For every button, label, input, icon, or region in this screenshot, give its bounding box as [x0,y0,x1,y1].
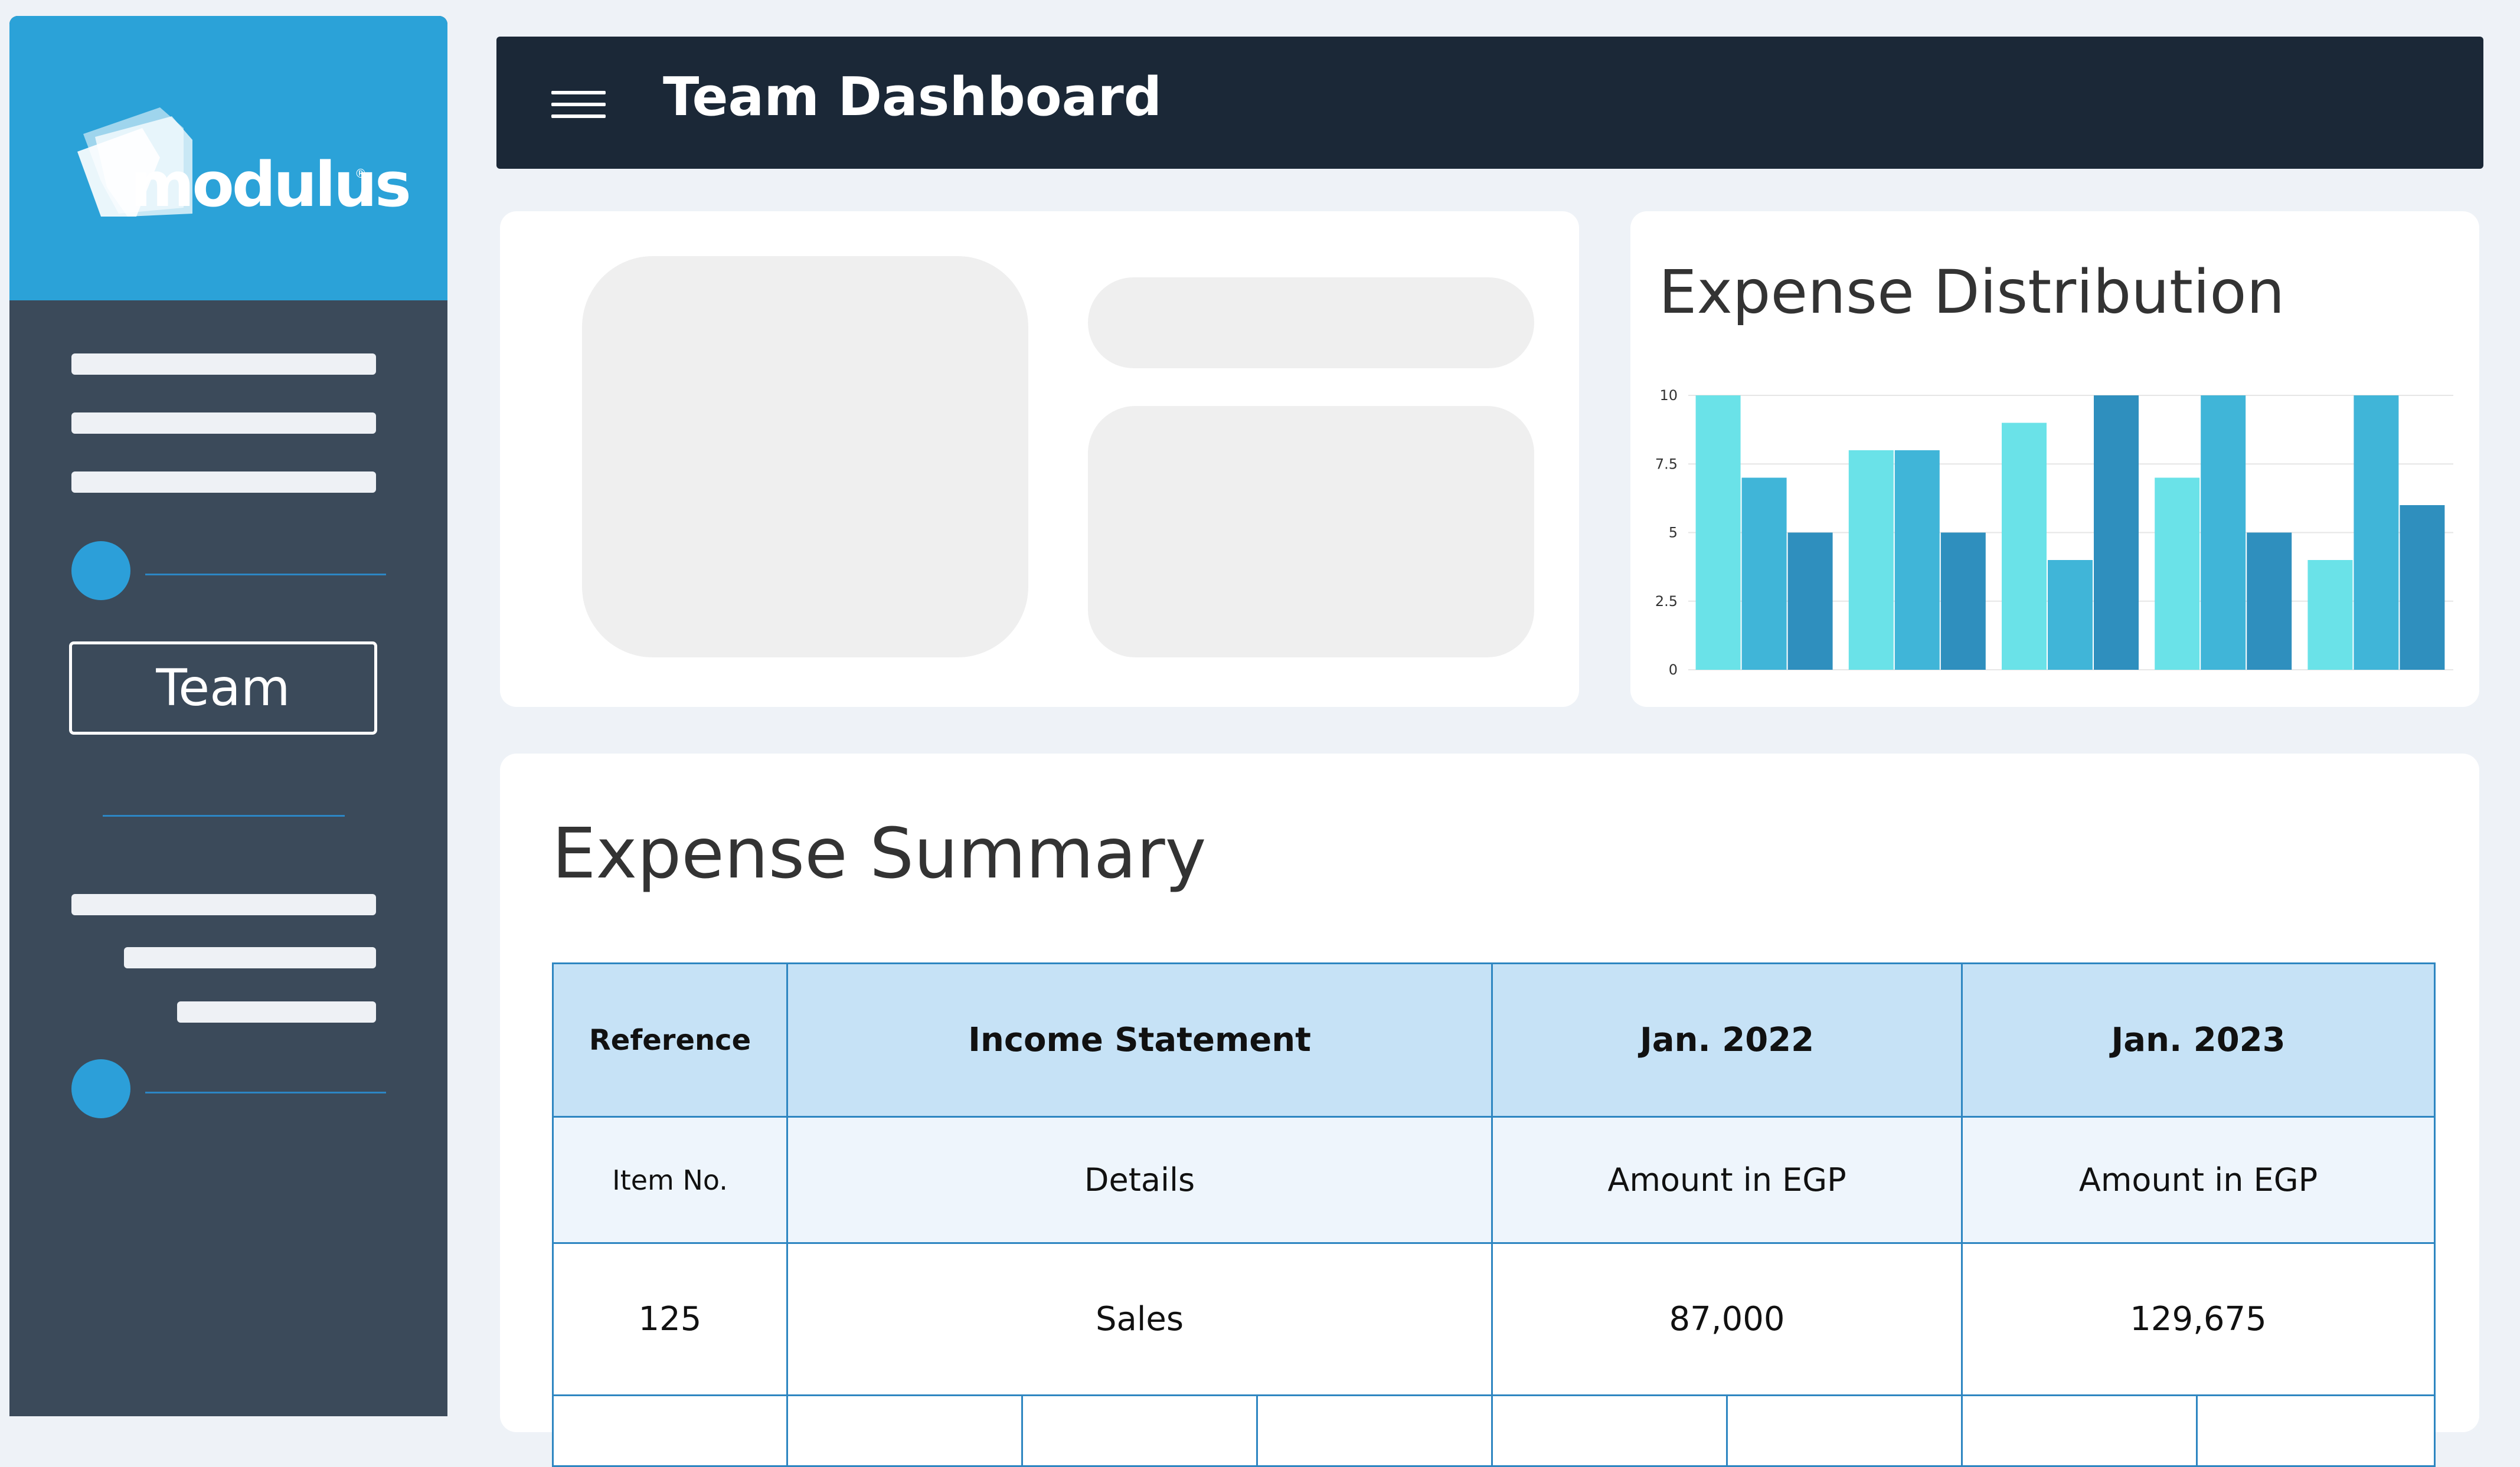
sidebar-divider [145,1092,386,1093]
chart-bar [1894,450,1940,670]
expense-distribution-chart: 0 2.5 5 7.5 10 [1655,387,2453,678]
table-cell [1021,1394,1258,1467]
table-cell [2196,1394,2436,1467]
page-title: Team Dashboard [663,66,1162,128]
table-header-cell: Income Statement [786,962,1493,1118]
sidebar-placeholder-line [71,412,376,434]
content-placeholder [1088,406,1534,657]
hamburger-menu-icon[interactable] [551,91,606,120]
table-subheader-cell: Item No. [552,1116,788,1244]
sidebar-divider [145,574,386,575]
y-tick-label: 2.5 [1655,593,1678,610]
sidebar-dot-icon [71,1059,130,1118]
chart-bar [2354,395,2399,670]
summary-title: Expense Summary [552,813,1207,894]
modulus-logo-icon [77,107,192,217]
table-cell: 125 [552,1242,788,1396]
y-tick-label: 10 [1659,387,1678,404]
table-cell [786,1394,1023,1467]
table-header-cell: Jan. 2023 [1961,962,2436,1118]
sidebar-placeholder-line [177,1001,376,1023]
table-cell: 129,675 [1961,1242,2436,1396]
chart-bar [2155,477,2200,670]
table-cell: Sales [786,1242,1493,1396]
chart-bar [2002,423,2047,670]
logo-band: modulus ® [9,16,447,300]
table-subheader-cell: Amount in EGP [1961,1116,2436,1244]
table-cell [552,1394,788,1467]
expense-summary-table: Reference Income Statement Jan. 2022 Jan… [552,962,2436,1467]
chart-bar [1940,532,1986,670]
chart-bar [2201,395,2246,670]
table-cell [1726,1394,1963,1467]
table-cell [1256,1394,1493,1467]
table-row: 125 Sales 87,000 129,675 [552,1242,2436,1396]
sidebar: modulus ® Team [9,16,447,1416]
chart-bar [2094,395,2139,670]
chart-bar [2048,560,2093,670]
table-subheader-cell: Details [786,1116,1493,1244]
table-cell [1491,1394,1728,1467]
chart-bar [1741,477,1787,670]
expense-distribution-card: Expense Distribution 0 2.5 5 7.5 10 [1630,211,2479,707]
table-row [552,1394,2436,1467]
table-cell [1961,1394,2198,1467]
chart-bar [1787,532,1833,670]
sidebar-divider [103,815,345,817]
sidebar-dot-icon [71,541,130,600]
image-placeholder [582,256,1028,657]
sidebar-placeholder-line [71,894,376,915]
chart-bar [2247,532,2292,670]
chart-title: Expense Distribution [1659,257,2285,328]
chart-bar [1695,395,1741,670]
sidebar-placeholder-line [124,947,376,968]
expense-summary-card: Expense Summary Reference Income Stateme… [500,754,2479,1467]
table-subheader-cell: Amount in EGP [1491,1116,1963,1244]
sidebar-placeholder-line [71,353,376,375]
y-tick-label: 0 [1669,662,1678,678]
sidebar-placeholder-line [71,471,376,493]
team-button[interactable]: Team [69,641,377,735]
y-tick-label: 7.5 [1655,456,1678,472]
table-subheader-row: Item No. Details Amount in EGP Amount in… [552,1116,2436,1244]
logo-text: modulus [130,149,411,221]
table-header-cell: Reference [552,962,788,1118]
placeholder-card [500,211,1579,707]
chart-bar [1848,450,1894,670]
table-header-row: Reference Income Statement Jan. 2022 Jan… [552,962,2436,1118]
top-header: Team Dashboard [496,37,2483,169]
text-placeholder [1088,277,1534,368]
chart-bar [2307,560,2353,670]
table-header-cell: Jan. 2022 [1491,962,1963,1118]
table-cell: 87,000 [1491,1242,1963,1396]
y-tick-label: 5 [1669,525,1678,541]
chart-bar [2400,505,2445,670]
logo-registered-mark: ® [355,166,367,181]
